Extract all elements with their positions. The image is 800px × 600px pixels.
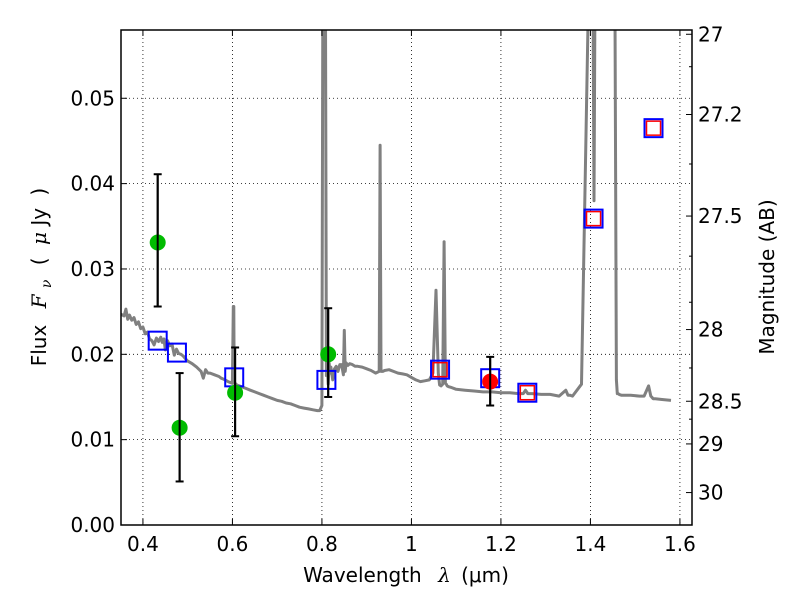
- x-tick-label: 0.4: [127, 532, 159, 556]
- y2-tick-label: 28.5: [698, 389, 743, 413]
- y-axis-ticks: 0.00 0.01 0.02 0.03 0.04 0.05: [70, 86, 127, 537]
- x-tick-label: 0.6: [217, 532, 249, 556]
- model-photometry-square: [316, 369, 337, 390]
- y-axis-label-subscript: ν: [39, 279, 55, 288]
- y-axis-label-text: Flux: [27, 325, 51, 367]
- y2-tick-label: 27.5: [698, 204, 743, 228]
- y-tick-label: 0.05: [70, 86, 115, 110]
- model-photometry-square: [147, 330, 168, 351]
- y-tick-label: 0.01: [70, 428, 115, 452]
- model-inner-square: [432, 361, 448, 378]
- spectrum-layer: [121, 30, 672, 413]
- y2-axis-label: Magnitude (AB): [755, 199, 779, 354]
- model-photometry-layer: [147, 118, 664, 482]
- x-tick-label: 1.4: [575, 532, 607, 556]
- y2-axis-ticks: 27 27.2 27.5 28 28.5 29 30: [686, 22, 743, 505]
- y2-tick-label: 30: [698, 481, 723, 505]
- y-tick-label: 0.03: [70, 257, 115, 281]
- y2-tick-label: 27.2: [698, 102, 743, 126]
- x-tick-label: 1: [405, 532, 418, 556]
- x-tick-label: 1.2: [485, 532, 517, 556]
- model-photometry-square: [583, 208, 604, 229]
- y-axis-label-paren-close: ): [27, 188, 51, 196]
- model-photometry-square: [430, 359, 451, 380]
- model-inner-square: [585, 210, 602, 227]
- y-axis-label-symbol: F: [27, 293, 51, 309]
- x-tick-label: 0.8: [306, 532, 338, 556]
- y2-tick-label: 29: [698, 432, 723, 456]
- model-photometry-square: [166, 342, 187, 363]
- y-tick-label: 0.00: [70, 513, 115, 537]
- x-axis-label-unit: (μm): [461, 563, 509, 587]
- model-photometry-square: [517, 382, 538, 403]
- model-photometry-square: [643, 118, 664, 139]
- x-axis-label-symbol: λ: [437, 563, 451, 587]
- y-tick-label: 0.02: [70, 342, 115, 366]
- x-axis-ticks: 0.4 0.6 0.8 1 1.2 1.4 1.6: [127, 30, 696, 556]
- model-inner-square: [645, 120, 662, 136]
- x-tick-label: 1.6: [664, 532, 696, 556]
- plot-border: [120, 29, 693, 526]
- y-axis-label-mu: μ: [27, 232, 51, 245]
- y2-tick-label: 27: [698, 22, 723, 46]
- model-inner-square: [519, 384, 536, 401]
- x-axis-label: Wavelength λ (μm): [303, 563, 509, 587]
- y-axis-label: Flux F ν ( μ Jy ): [27, 188, 56, 367]
- x-axis-label-text: Wavelength: [303, 563, 422, 587]
- y-axis-label-unit: Jy: [27, 208, 51, 228]
- y-axis-label-paren-open: (: [27, 257, 51, 265]
- y2-tick-label: 28: [698, 318, 723, 342]
- model-spectrum-line: [121, 30, 672, 413]
- y-tick-label: 0.04: [70, 172, 115, 196]
- plot-frame: [120, 29, 693, 526]
- grid: [121, 30, 692, 525]
